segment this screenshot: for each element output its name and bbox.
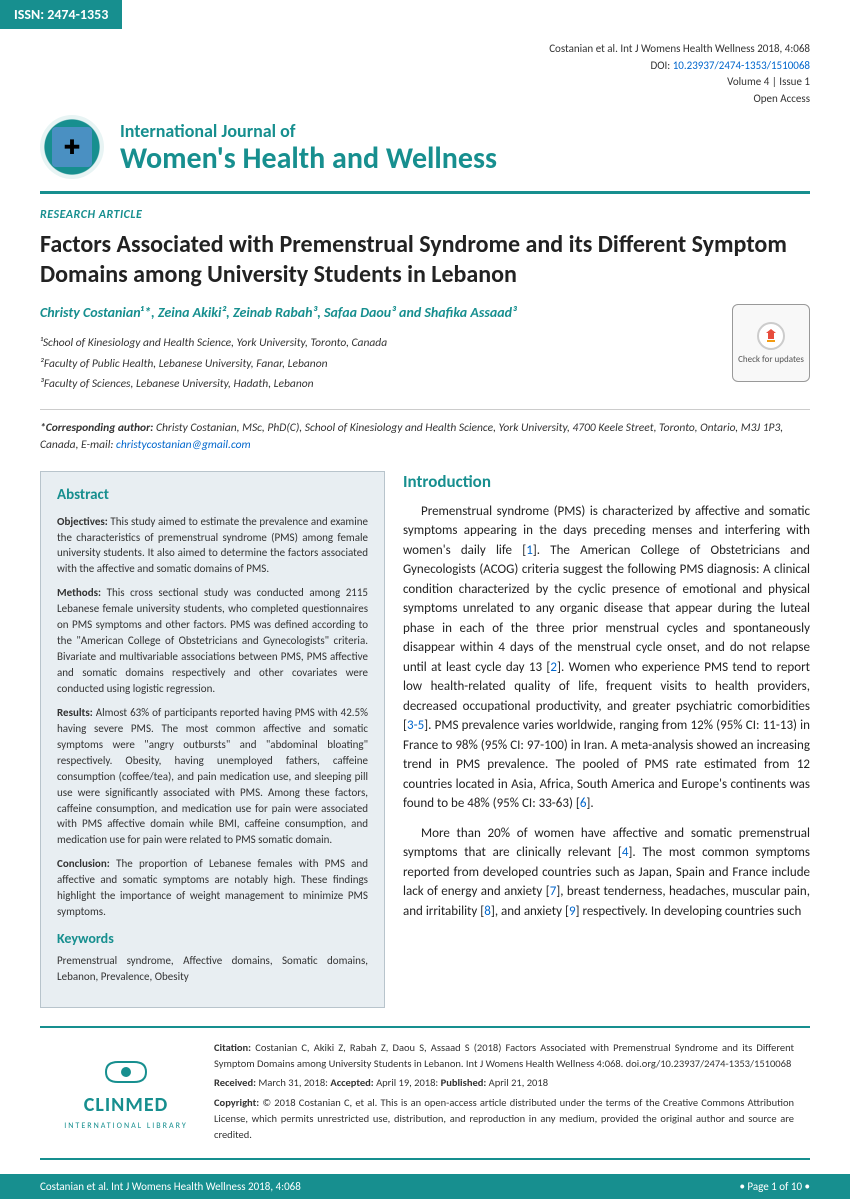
check-updates-badge[interactable]: Check for updates <box>732 304 810 382</box>
footer-left: Costanian et al. Int J Womens Health Wel… <box>40 1180 301 1193</box>
affiliation-2: ²Faculty of Public Health, Lebanese Univ… <box>40 354 716 375</box>
issn-value: 2474-1353 <box>47 6 108 23</box>
updates-label: Check for updates <box>738 354 804 365</box>
introduction-column: Introduction Premenstrual syndrome (PMS)… <box>403 471 810 1008</box>
affiliations: ¹School of Kinesiology and Health Scienc… <box>40 333 716 395</box>
issn-bar: ISSN: 2474-1353 <box>0 0 122 29</box>
journal-logo-icon: ✚ <box>40 115 104 179</box>
abstract-conclusion: Conclusion: The proportion of Lebanese f… <box>57 856 368 920</box>
footer-text: Citation: Costanian C, Akiki Z, Rabah Z,… <box>214 1040 794 1147</box>
clinmed-name: CLINMED <box>84 1090 168 1120</box>
content-section: Abstract Objectives: This study aimed to… <box>0 455 850 1008</box>
citation-footer-box: CLINMED INTERNATIONAL LIBRARY Citation: … <box>40 1026 810 1161</box>
ref-link[interactable]: 1 <box>526 543 533 558</box>
journal-header: ✚ International Journal of Women's Healt… <box>40 115 810 194</box>
ref-link[interactable]: 3-5 <box>407 718 424 733</box>
doi-link[interactable]: 10.23937/2474-1353/1510068 <box>673 59 810 72</box>
footer-citation: Citation: Costanian C, Akiki Z, Rabah Z,… <box>214 1040 794 1072</box>
journal-title-block: International Journal of Women's Health … <box>120 120 810 175</box>
article-type: RESEARCH ARTICLE <box>40 208 810 222</box>
intro-para-2: More than 20% of women have affective an… <box>403 824 810 922</box>
keywords-title: Keywords <box>57 930 368 947</box>
authors-row: Christy Costanian¹*, Zeina Akiki², Zeina… <box>40 304 810 395</box>
authors-block: Christy Costanian¹*, Zeina Akiki², Zeina… <box>40 304 716 395</box>
abstract-results: Results: Almost 63% of participants repo… <box>57 705 368 848</box>
journal-title: Women's Health and Wellness <box>120 142 810 175</box>
page-container: ISSN: 2474-1353 Costanian et al. Int J W… <box>0 0 850 1202</box>
abstract-title: Abstract <box>57 486 368 504</box>
corresponding-label: *Corresponding author: <box>40 421 153 435</box>
page-footer: Costanian et al. Int J Womens Health Wel… <box>0 1174 850 1199</box>
corresponding-author: *Corresponding author: Christy Costanian… <box>40 409 810 455</box>
article-title: Factors Associated with Premenstrual Syn… <box>40 230 810 290</box>
volume-line: Volume 4 | Issue 1 <box>40 74 810 91</box>
corresponding-email[interactable]: christycostanian@gmail.com <box>116 438 251 452</box>
citation-line: Costanian et al. Int J Womens Health Wel… <box>40 41 810 58</box>
intro-para-1: Premenstrual syndrome (PMS) is character… <box>403 502 810 814</box>
access-line: Open Access <box>40 91 810 108</box>
intro-title: Introduction <box>403 471 810 492</box>
footer-copyright: Copyright: © 2018 Costanian C, et al. Th… <box>214 1095 794 1142</box>
footer-dates: Received: March 31, 2018: Accepted: Apri… <box>214 1075 794 1091</box>
journal-pretitle: International Journal of <box>120 120 810 142</box>
issn-label: ISSN: <box>14 6 44 23</box>
clinmed-sub: INTERNATIONAL LIBRARY <box>64 1120 188 1132</box>
authors-list: Christy Costanian¹*, Zeina Akiki², Zeina… <box>40 304 716 321</box>
abstract-objectives: Objectives: This study aimed to estimate… <box>57 514 368 578</box>
footer-right: • Page 1 of 10 • <box>739 1180 810 1193</box>
affiliation-3: ³Faculty of Sciences, Lebanese Universit… <box>40 374 716 395</box>
updates-icon <box>757 322 785 350</box>
ref-link[interactable]: 8 <box>484 904 491 919</box>
clinmed-icon <box>96 1054 156 1090</box>
doi-line: DOI: 10.23937/2474-1353/1510068 <box>40 58 810 75</box>
ref-link[interactable]: 9 <box>569 904 576 919</box>
top-citation: Costanian et al. Int J Womens Health Wel… <box>40 41 810 107</box>
clinmed-logo: CLINMED INTERNATIONAL LIBRARY <box>56 1040 196 1147</box>
header-section: Costanian et al. Int J Womens Health Wel… <box>0 29 850 455</box>
abstract-box: Abstract Objectives: This study aimed to… <box>40 471 385 1008</box>
affiliation-1: ¹School of Kinesiology and Health Scienc… <box>40 333 716 354</box>
abstract-methods: Methods: This cross sectional study was … <box>57 585 368 697</box>
keywords-text: Premenstrual syndrome, Affective domains… <box>57 953 368 985</box>
